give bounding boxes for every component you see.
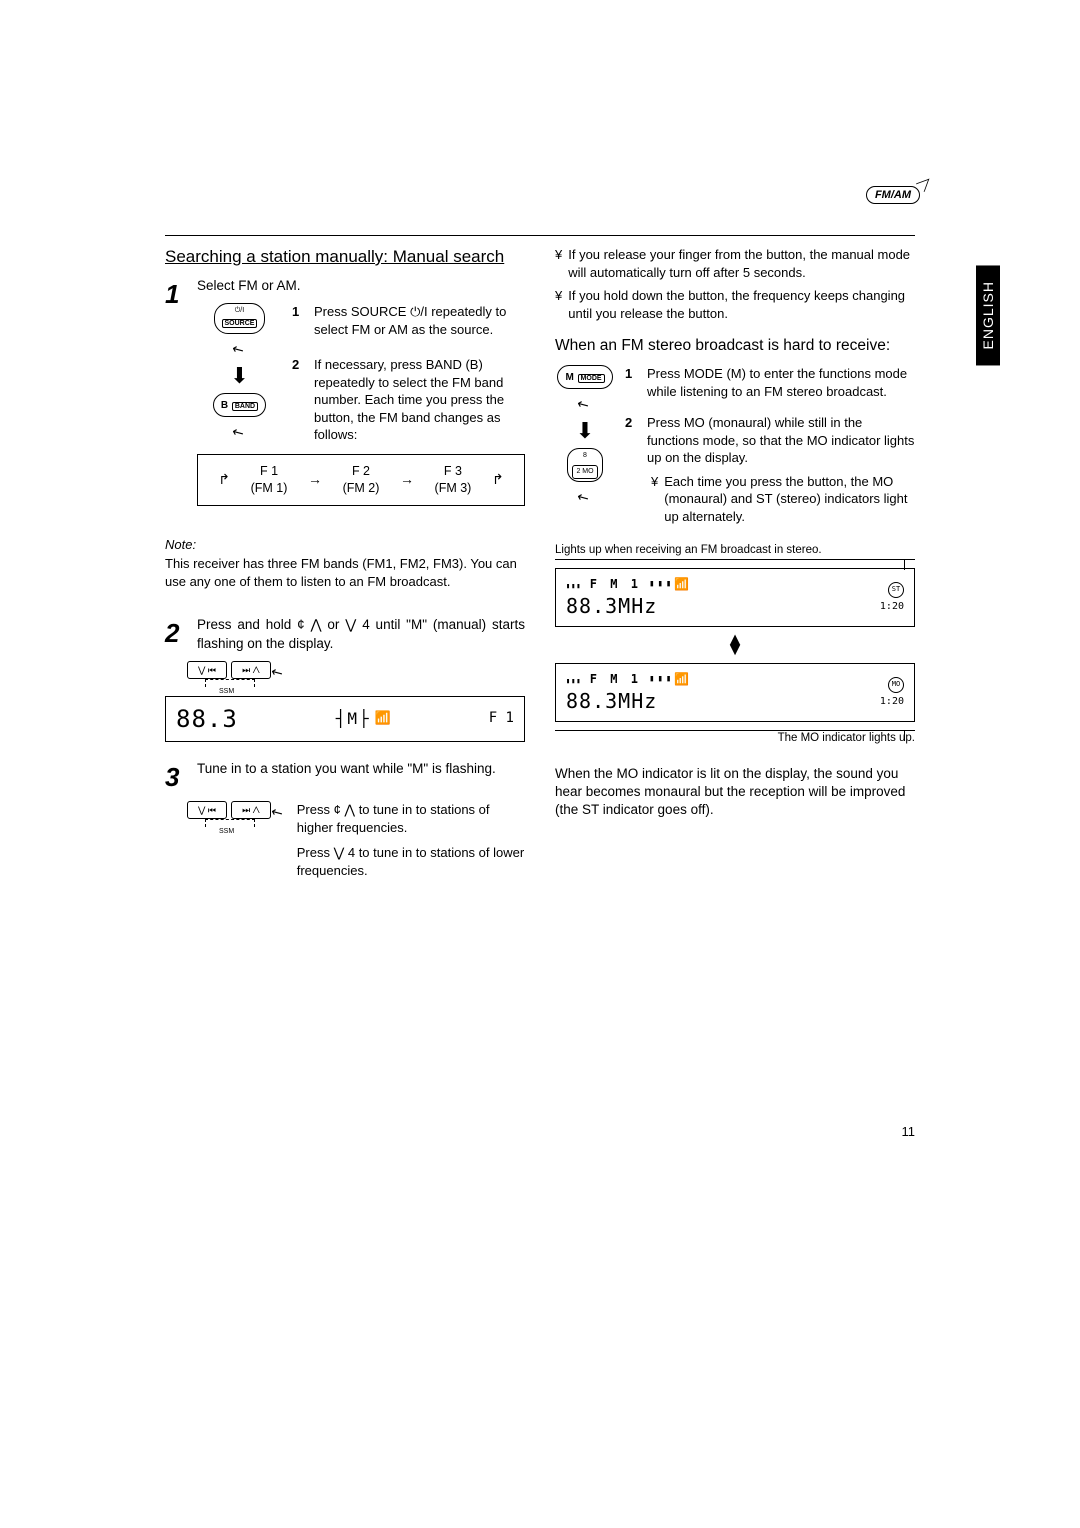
tune-up-text: Press ¢ ⋀ to tune in to stations of high… — [297, 801, 525, 836]
substep-number: 2 — [292, 356, 306, 444]
caption-leader — [555, 559, 915, 560]
left-column: Searching a station manually: Manual sea… — [165, 246, 525, 879]
display-panel-mono: ▮▮▮ F M 1 ▮▮▮📶 88.3MHz MO 1:20 — [555, 663, 915, 722]
substep-number: 2 — [625, 414, 639, 525]
page-number: 11 — [902, 1124, 916, 1139]
fm-am-badge: FM/AM — [866, 185, 920, 204]
display-panel-stereo: ▮▮▮ F M 1 ▮▮▮📶 88.3MHz ST 1:20 — [555, 568, 915, 627]
right-column: ¥If you release your finger from the but… — [555, 246, 915, 879]
fm-band-cycle: ↱ F 1(FM 1) → F 2(FM 2) → F 3(FM 3) ↰ — [197, 454, 525, 506]
step-number: 1 — [165, 277, 187, 312]
caption-top: Lights up when receiving an FM broadcast… — [555, 543, 915, 559]
step-number: 2 — [165, 616, 187, 651]
subsection-title: When an FM stereo broadcast is hard to r… — [555, 336, 915, 357]
step-3-text: Tune in to a station you want while "M" … — [197, 760, 525, 778]
pointer-icon: ↖ — [228, 338, 248, 360]
st-indicator: ST — [888, 582, 904, 598]
display-panel: 88.3 ┤M├ 📶 F 1 — [165, 696, 525, 742]
mo-button-graphic: 8 2 MO — [567, 448, 602, 482]
pointer-icon: ↖ — [573, 486, 593, 508]
bullet-list: ¥If you release your finger from the but… — [555, 246, 915, 322]
mode-button-graphic: M MODE — [557, 365, 612, 389]
section-title: Searching a station manually: Manual sea… — [165, 246, 525, 269]
pointer-icon: ↖ — [573, 393, 593, 415]
substep-text: Press MODE (M) to enter the functions mo… — [647, 365, 915, 400]
caption-bottom: The MO indicator lights up. — [555, 731, 915, 747]
updown-arrows-icon: ▲▼ — [555, 635, 915, 655]
step-2: 2 Press and hold ¢ ⋀ or ⋁ 4 until "M" (m… — [165, 616, 525, 652]
substep-number: 1 — [625, 365, 639, 400]
substep-text: Press SOURCE ⏻/I repeatedly to select FM… — [314, 303, 525, 338]
pointer-icon: ↖ — [228, 421, 248, 443]
substep-text: If necessary, press BAND (B) repeatedly … — [314, 356, 525, 444]
step-3: 3 Tune in to a station you want while "M… — [165, 760, 525, 795]
note-label: Note: — [165, 536, 525, 554]
header-rule — [165, 235, 915, 236]
step-1-title: Select FM or AM. — [197, 277, 525, 295]
language-tab: ENGLISH — [976, 265, 1000, 365]
closing-text: When the MO indicator is lit on the disp… — [555, 765, 915, 820]
down-arrow-icon: ⬇ — [230, 365, 248, 387]
mo-indicator: MO — [888, 677, 904, 693]
caption-leader — [555, 730, 915, 731]
substep-number: 1 — [292, 303, 306, 338]
seek-buttons-graphic: ⋁ ⏮ ⏭ ⋀ ↖ SSM — [187, 801, 283, 822]
substep-text: Press MO (monaural) while still in the f… — [647, 414, 915, 525]
source-button-graphic: ⏻/I SOURCE — [214, 303, 266, 334]
step-number: 3 — [165, 760, 187, 795]
band-button-graphic: B BAND — [213, 393, 266, 417]
note-text: This receiver has three FM bands (FM1, F… — [165, 555, 525, 590]
step-1: 1 Select FM or AM. ⏻/I SOURCE ↖ ⬇ B — [165, 277, 525, 506]
step-2-text: Press and hold ¢ ⋀ or ⋁ 4 until "M" (man… — [197, 616, 525, 652]
tune-down-text: Press ⋁ 4 to tune in to stations of lowe… — [297, 844, 525, 879]
down-arrow-icon: ⬇ — [576, 420, 594, 442]
seek-buttons-graphic: ⋁ ⏮ ⏭ ⋀ ↖ SSM — [187, 661, 525, 682]
